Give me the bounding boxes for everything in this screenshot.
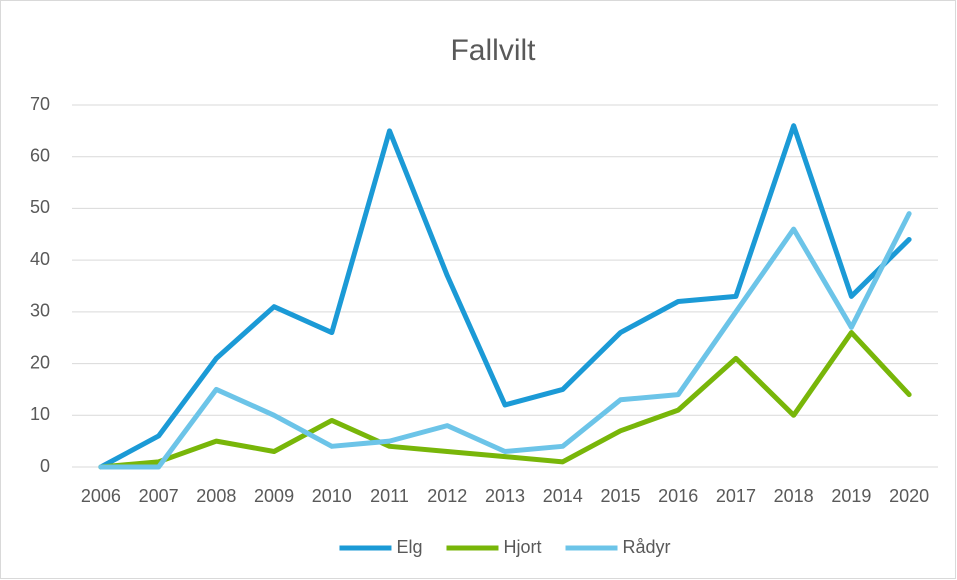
x-tick-label: 2019 [831, 486, 871, 506]
x-tick-label: 2020 [889, 486, 929, 506]
y-tick-label: 70 [30, 94, 50, 114]
x-tick-label: 2006 [81, 486, 121, 506]
y-tick-label: 40 [30, 249, 50, 269]
x-tick-label: 2012 [427, 486, 467, 506]
x-tick-label: 2008 [196, 486, 236, 506]
data-line [98, 123, 912, 470]
legend-label: Elg [396, 537, 422, 557]
y-tick-label: 0 [40, 456, 50, 476]
x-tick-label: 2013 [485, 486, 525, 506]
x-tick-label: 2011 [370, 486, 409, 506]
x-tick-label: 2015 [600, 486, 640, 506]
x-tick-label: 2007 [139, 486, 179, 506]
x-tick-label: 2018 [774, 486, 814, 506]
data-line [98, 211, 912, 470]
x-tick-label: 2009 [254, 486, 294, 506]
y-tick-label: 50 [30, 197, 50, 217]
x-tick-label: 2017 [716, 486, 756, 506]
y-tick-label: 20 [30, 352, 50, 372]
y-tick-label: 30 [30, 301, 50, 321]
data-line [98, 330, 912, 470]
legend-label: Hjort [503, 537, 541, 557]
y-tick-label: 60 [30, 145, 50, 165]
y-tick-label: 10 [30, 404, 50, 424]
legend-label: Rådyr [623, 537, 671, 557]
x-tick-label: 2010 [312, 486, 352, 506]
chart-title: Fallvilt [450, 34, 536, 67]
x-tick-label: 2016 [658, 486, 698, 506]
x-tick-label: 2014 [543, 486, 583, 506]
